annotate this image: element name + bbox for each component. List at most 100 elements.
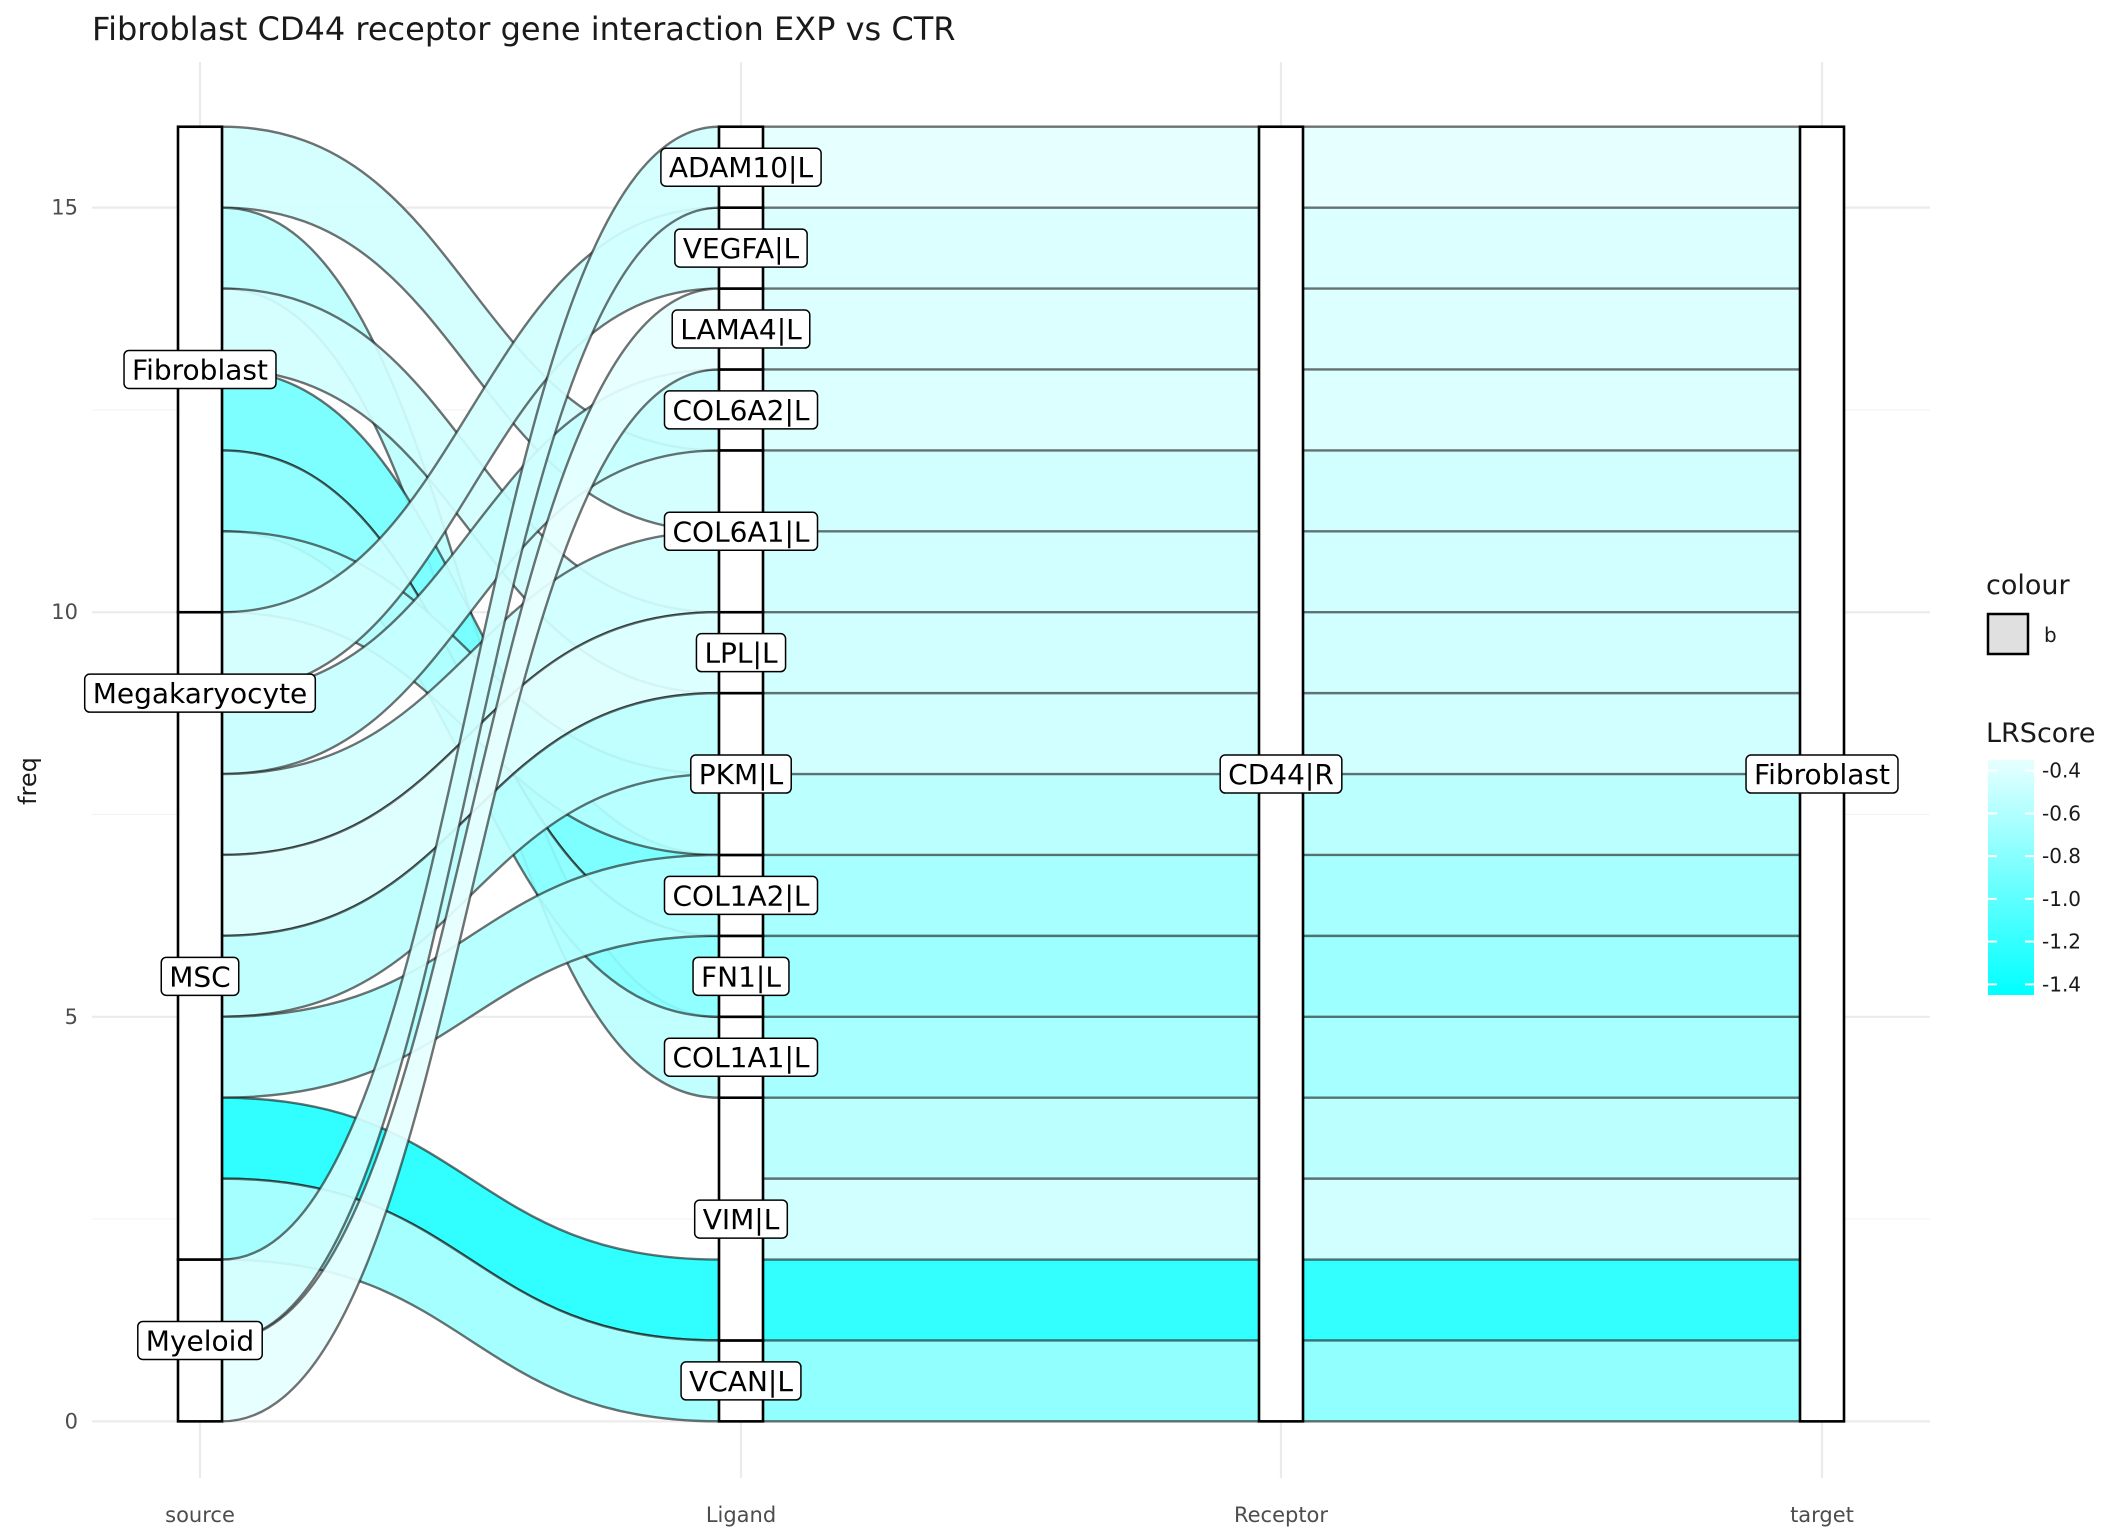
right-flow-band <box>1303 288 1800 370</box>
stratum-label-box <box>1745 754 1899 794</box>
right-flow-band <box>1303 612 1800 694</box>
stratum-label: VEGFA|L <box>674 228 808 268</box>
right-flow-band <box>763 1259 1259 1341</box>
stratum-label: Megakaryocyte <box>83 673 317 713</box>
right-flow-band <box>763 126 1259 208</box>
stratum-label: Fibroblast <box>1745 754 1899 794</box>
flow-layer <box>220 125 721 1423</box>
legend-fill-title: LRScore <box>1986 718 2095 749</box>
stratum-label-text: VEGFA|L <box>683 232 800 265</box>
right-flow-band <box>1303 1178 1800 1260</box>
right-flow-band <box>763 1178 1259 1260</box>
stratum-label-text: Myeloid <box>146 1324 254 1357</box>
right-flow-band <box>1303 369 1800 451</box>
stratum-label: COL1A2|L <box>663 875 819 916</box>
x-tick-label: Receptor <box>1234 1503 1328 1527</box>
y-tick-label: 15 <box>51 196 78 220</box>
right-flow-band <box>1303 854 1800 936</box>
stratum-label-box <box>695 632 787 673</box>
right-flow-band <box>1303 774 1800 855</box>
legend-layer: colour b LRScore -0.4 -0.6 -0.8 -1.0 -1.2 -1.4 <box>1986 570 2095 996</box>
stratum-label: MSC <box>160 956 240 997</box>
stratum-label: COL6A2|L <box>663 390 819 430</box>
stratum-label-text: COL6A1|L <box>672 515 809 548</box>
stratum-label-box <box>137 1320 263 1361</box>
right-flow-band <box>763 450 1259 532</box>
stratum-label-text: FN1|L <box>701 960 781 993</box>
legend-colorbar-label: -1.0 <box>2042 887 2081 911</box>
stratum-label: FN1|L <box>692 956 790 997</box>
stratum-label: PKM|L <box>690 754 792 794</box>
stratum-label-text: ADAM10|L <box>669 151 814 184</box>
stratum-label-box <box>674 228 808 268</box>
right-flow-band <box>763 935 1259 1017</box>
right-flow-band <box>763 1340 1259 1422</box>
right-flow-band <box>763 207 1259 289</box>
stratum-label-text: MSC <box>169 960 230 993</box>
legend-colorbar-label: -0.8 <box>2042 844 2081 868</box>
legend-colorbar-label: -0.4 <box>2042 759 2081 783</box>
right-flow-band <box>1303 935 1800 1017</box>
right-flow-band <box>763 854 1259 936</box>
right-flow-band <box>763 369 1259 451</box>
stratum-label-box <box>160 956 240 997</box>
right-flow-band <box>763 531 1259 613</box>
legend-colour-key <box>1986 612 2030 656</box>
chart-title: Fibroblast CD44 receptor gene interactio… <box>92 10 955 48</box>
stratum-label-box <box>123 349 277 390</box>
stratum-label-box <box>693 1199 789 1239</box>
stratum-label: LAMA4|L <box>671 309 811 349</box>
right-flow-band <box>763 774 1259 855</box>
right-flow-band <box>763 612 1259 694</box>
stratum-label-box <box>692 956 790 997</box>
stratum-label: Myeloid <box>137 1320 263 1361</box>
label-layer: Myeloid MSC Megakaryocyte Fibroblast VCAN|L V… <box>83 147 1899 1401</box>
stratum-label-box <box>690 754 792 794</box>
stratum-label: VCAN|L <box>680 1361 802 1401</box>
stratum-label-box <box>83 673 317 713</box>
stratum-label-text: Megakaryocyte <box>93 677 308 710</box>
stratum-label-text: COL6A2|L <box>672 394 809 427</box>
right-flow-band <box>1303 693 1800 775</box>
right-flow-band <box>1303 1016 1800 1098</box>
y-tick-label: 0 <box>65 1409 78 1433</box>
right-flow-band <box>1303 531 1800 613</box>
right-flow-band <box>1303 207 1800 289</box>
stratum-label: Fibroblast <box>123 349 277 390</box>
stratum-label-text: VCAN|L <box>689 1365 793 1398</box>
legend-colorbar-label: -1.2 <box>2042 930 2081 954</box>
band-layer <box>763 125 1800 1423</box>
legend-colour-key-label: b <box>2044 623 2057 647</box>
right-flow-band <box>1303 126 1800 208</box>
stratum-label-text: Fibroblast <box>1754 758 1890 791</box>
right-flow-band <box>1303 450 1800 532</box>
stratum-label-box <box>663 390 819 430</box>
x-tick-label: target <box>1790 1503 1854 1527</box>
right-flow-band <box>763 693 1259 775</box>
stratum-label-box <box>663 1037 819 1077</box>
legend-colorbar-label: -1.4 <box>2042 972 2081 996</box>
stratum-label-box <box>1219 754 1343 794</box>
stratum-label: ADAM10|L <box>660 147 822 187</box>
stratum-label-box <box>680 1361 802 1401</box>
stratum-label: CD44|R <box>1219 754 1343 794</box>
x-tick-label: Ligand <box>706 1503 776 1527</box>
right-flow-band <box>763 288 1259 370</box>
y-tick-label: 10 <box>51 600 78 624</box>
right-flow-band <box>1303 1097 1800 1179</box>
right-flow-band <box>1303 1340 1800 1422</box>
y-tick-label: 5 <box>65 1005 78 1029</box>
stratum-label-text: LPL|L <box>704 637 778 670</box>
stratum-label-text: VIM|L <box>703 1203 780 1236</box>
legend-colour-title: colour <box>1986 570 2070 601</box>
stratum-label-text: COL1A2|L <box>672 879 809 912</box>
stratum-label-box <box>671 309 811 349</box>
axis-layer: 0 5 10 15 source Ligand Receptor target <box>51 196 1854 1527</box>
stratum-label-text: CD44|R <box>1228 758 1334 791</box>
right-flow-band <box>1303 1259 1800 1341</box>
stratum-label-text: PKM|L <box>699 758 784 791</box>
y-axis-title: freq <box>14 757 42 805</box>
stratum-label-box <box>660 147 822 187</box>
stratum-label: COL1A1|L <box>663 1037 819 1077</box>
